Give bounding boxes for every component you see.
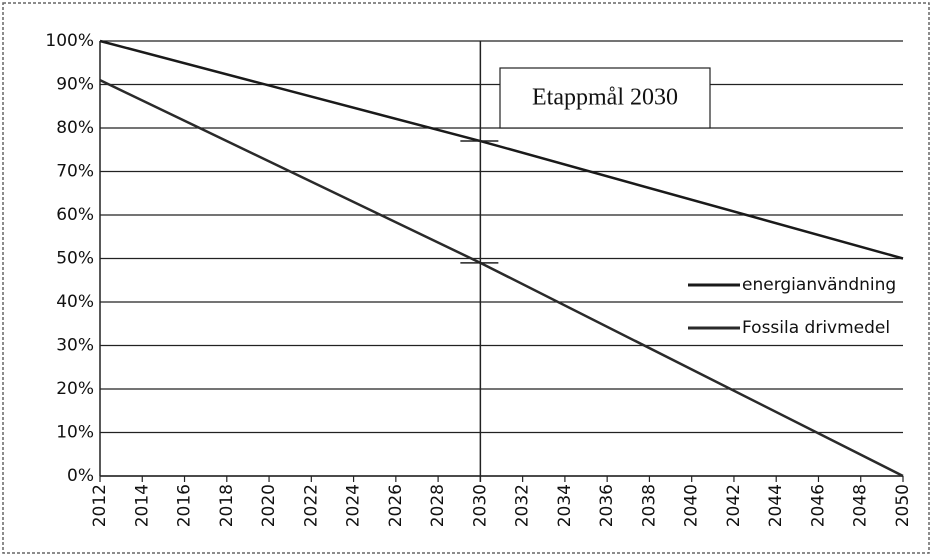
x-tick-label: 2050	[893, 484, 913, 527]
x-tick-label: 2024	[344, 484, 364, 527]
y-tick-label: 60%	[56, 205, 94, 225]
x-tick-label: 2046	[808, 484, 828, 527]
annotation-box	[499, 67, 711, 129]
y-tick-label: 40%	[56, 292, 94, 312]
x-tick-label: 2028	[428, 484, 448, 527]
x-tick-label: 2022	[301, 484, 321, 527]
y-tick-label: 0%	[67, 466, 94, 486]
legend-label: Fossila drivmedel	[742, 318, 890, 338]
x-tick-label: 2012	[90, 484, 110, 527]
y-tick-label: 70%	[56, 162, 94, 182]
y-tick-label: 30%	[56, 336, 94, 356]
x-tick-label: 2048	[851, 484, 871, 527]
x-tick-label: 2042	[724, 484, 744, 527]
y-tick-label: 90%	[56, 75, 94, 95]
x-tick-label: 2038	[639, 484, 659, 527]
x-tick-label: 2040	[682, 484, 702, 527]
annotation-text: Etappmål 2030	[532, 85, 678, 111]
x-tick-label: 2018	[217, 484, 237, 527]
y-tick-label: 80%	[56, 118, 94, 138]
x-tick-label: 2030	[470, 484, 490, 527]
x-tick-label: 2034	[555, 484, 575, 527]
y-tick-label: 50%	[56, 249, 94, 269]
y-tick-label: 100%	[45, 31, 94, 51]
x-tick-label: 2026	[386, 484, 406, 527]
x-tick-label: 2044	[766, 484, 786, 527]
legend-label: energianvändning	[742, 275, 896, 295]
y-tick-label: 20%	[56, 379, 94, 399]
y-tick-label: 10%	[56, 423, 94, 443]
x-tick-label: 2036	[597, 484, 617, 527]
x-tick-label: 2020	[259, 484, 279, 527]
x-tick-label: 2032	[513, 484, 533, 527]
x-tick-label: 2014	[132, 484, 152, 527]
x-tick-label: 2016	[175, 484, 195, 527]
